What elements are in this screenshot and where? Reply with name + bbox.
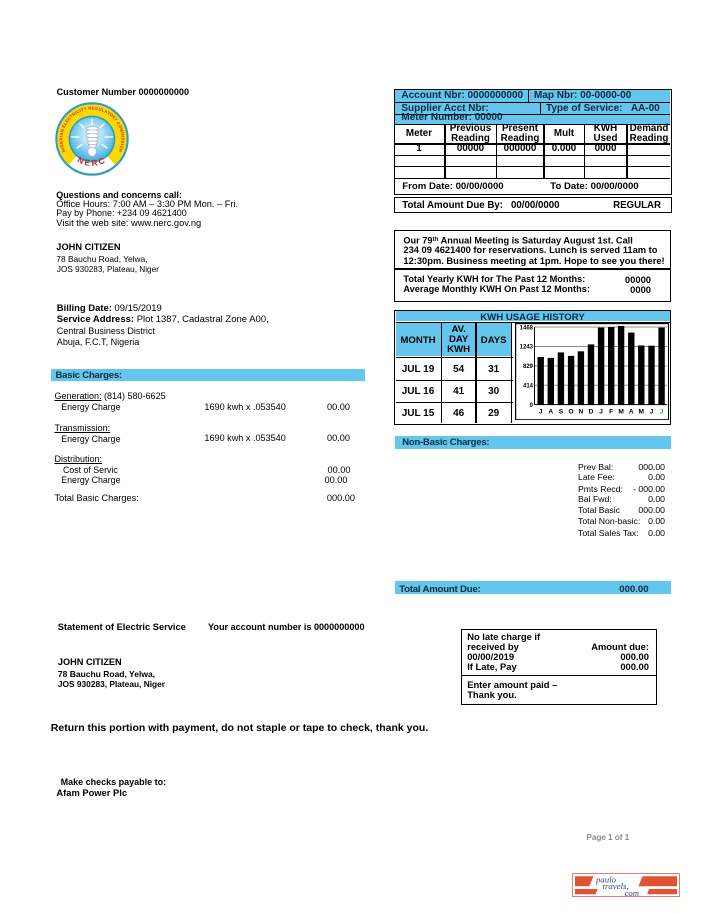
svg-text:O: O [569, 408, 574, 415]
svg-text:1468: 1468 [520, 325, 534, 331]
svg-text:travels,: travels, [603, 881, 629, 891]
svg-text:NERC: NERC [76, 154, 108, 168]
svg-text:A: A [629, 408, 634, 415]
svg-text:F: F [609, 408, 613, 415]
svg-text:com: com [625, 888, 640, 897]
svg-text:M: M [619, 408, 625, 415]
svg-text:A: A [549, 408, 554, 415]
svg-text:1243: 1243 [520, 344, 534, 350]
svg-text:N: N [579, 408, 584, 415]
svg-text:J: J [539, 408, 543, 415]
svg-text:M: M [639, 408, 645, 415]
svg-text:paulo: paulo [595, 875, 617, 885]
svg-text:S: S [559, 408, 564, 415]
svg-text:J: J [650, 408, 654, 415]
svg-text:414: 414 [523, 383, 534, 389]
svg-text:0: 0 [530, 402, 534, 408]
svg-text:J: J [660, 408, 664, 415]
svg-text:829: 829 [523, 364, 534, 370]
svg-text:D: D [589, 408, 594, 415]
svg-text:J: J [600, 408, 604, 415]
